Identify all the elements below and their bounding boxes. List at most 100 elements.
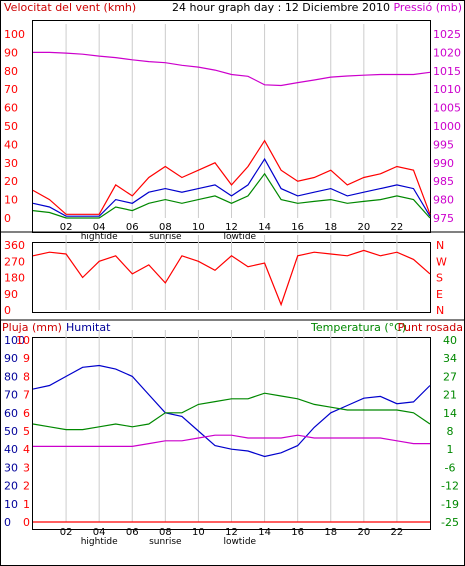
temperature-axis-label: Temperatura (°C) <box>310 321 406 334</box>
hour-tick-label: 04 <box>93 527 106 538</box>
hour-tick-label: 12 <box>225 222 238 233</box>
wind-speed-tick-label: 30 <box>4 157 18 170</box>
pressure-tick-label: 1025 <box>433 28 461 41</box>
humidity-tick-label: 40 <box>4 443 18 456</box>
pressure-tick-label: 1015 <box>433 65 461 78</box>
temperature-tick-label: 40 <box>443 334 457 347</box>
chart-title: 24 hour graph day : 12 Diciembre 2010 <box>172 1 390 14</box>
humidity-tick-label: 80 <box>4 370 18 383</box>
series-avg_speed <box>32 157 431 217</box>
compass-tick-label: E <box>436 288 443 301</box>
hour-tick-label: 02 <box>60 222 73 233</box>
pressure-tick-label: 1010 <box>433 83 461 96</box>
series-temperature <box>32 392 431 431</box>
temperature-tick-label: -19 <box>441 498 459 511</box>
compass-tick-label: W <box>436 255 447 268</box>
series-gust <box>32 139 431 215</box>
temperature-tick-label: 8 <box>447 425 454 438</box>
wind-speed-tick-label: 80 <box>4 65 18 78</box>
humidity-tick-label: 70 <box>4 389 18 402</box>
direction-tick-label: 360 <box>4 239 25 252</box>
rain-tick-label: 7 <box>23 389 30 402</box>
hour-tick-label: 04 <box>93 222 106 233</box>
humidity-tick-label: 60 <box>4 407 18 420</box>
pressure-axis-label: Pressió (mb) <box>393 1 462 14</box>
wind-speed-tick-label: 40 <box>4 138 18 151</box>
temperature-tick-label: 21 <box>443 389 457 402</box>
hour-tick-label: 08 <box>159 527 172 538</box>
temperature-tick-label: -6 <box>445 461 456 474</box>
humidity-tick-label: 10 <box>4 498 18 511</box>
hour-tick-label: 20 <box>357 527 370 538</box>
humidity-tick-label: 100 <box>4 334 25 347</box>
event-label: sunrise <box>149 232 182 242</box>
temperature-tick-label: -25 <box>441 516 459 529</box>
hour-tick-label: 22 <box>391 222 404 233</box>
wind-speed-tick-label: 0 <box>4 212 11 225</box>
pressure-tick-label: 995 <box>433 138 454 151</box>
pressure-tick-label: 1020 <box>433 46 461 59</box>
compass-tick-label: N <box>436 304 444 317</box>
direction-tick-label: 0 <box>4 304 11 317</box>
hour-tick-label: 12 <box>225 527 238 538</box>
event-label: lowtide <box>223 232 256 242</box>
hour-tick-label: 22 <box>391 527 404 538</box>
humidity-tick-label: 30 <box>4 461 18 474</box>
direction-tick-label: 270 <box>4 255 25 268</box>
wind-speed-axis-label: Velocitat del vent (kmh) <box>4 1 136 14</box>
event-label: hightide <box>81 537 118 547</box>
wind-speed-tick-label: 20 <box>4 175 18 188</box>
hour-tick-label: 16 <box>291 527 304 538</box>
hour-tick-label: 14 <box>258 527 271 538</box>
wind-speed-tick-label: 10 <box>4 194 18 207</box>
humidity-tick-label: 50 <box>4 425 18 438</box>
temperature-tick-label: 14 <box>443 407 457 420</box>
rain-tick-label: 4 <box>23 443 30 456</box>
hour-tick-label: 14 <box>258 222 271 233</box>
pressure-tick-label: 1000 <box>433 120 461 133</box>
hour-tick-label: 06 <box>126 527 139 538</box>
rain-tick-label: 0 <box>23 516 30 529</box>
temperature-tick-label: 27 <box>443 370 457 383</box>
humidity-tick-label: 0 <box>4 516 11 529</box>
wind-speed-tick-label: 60 <box>4 102 18 115</box>
pressure-tick-label: 990 <box>433 157 454 170</box>
compass-tick-label: N <box>436 239 444 252</box>
hour-tick-label: 08 <box>159 222 172 233</box>
series-min_speed <box>32 172 431 219</box>
hour-tick-label: 16 <box>291 222 304 233</box>
wind-speed-tick-label: 50 <box>4 120 18 133</box>
pressure-tick-label: 975 <box>433 212 454 225</box>
hour-tick-label: 18 <box>324 222 337 233</box>
pressure-tick-label: 1005 <box>433 102 461 115</box>
rain-tick-label: 3 <box>23 461 30 474</box>
humidity-tick-label: 20 <box>4 480 18 493</box>
direction-tick-label: 180 <box>4 272 25 285</box>
rain-axis-label: Pluja (mm) <box>2 321 62 334</box>
series-humidity <box>32 364 431 458</box>
hour-tick-label: 10 <box>192 527 205 538</box>
pressure-tick-label: 985 <box>433 175 454 188</box>
series-dew_point <box>33 434 430 447</box>
pressure-tick-label: 980 <box>433 194 454 207</box>
compass-tick-label: S <box>436 272 443 285</box>
hour-tick-label: 06 <box>126 222 139 233</box>
rain-tick-label: 2 <box>23 480 30 493</box>
rain-tick-label: 6 <box>23 407 30 420</box>
series-direction <box>32 249 431 307</box>
event-label: lowtide <box>223 537 256 547</box>
humidity-axis-label: Humitat <box>66 321 111 334</box>
rain-tick-label: 1 <box>23 498 30 511</box>
temperature-tick-label: -12 <box>441 480 459 493</box>
wind-speed-tick-label: 70 <box>4 83 18 96</box>
hour-tick-label: 18 <box>324 527 337 538</box>
series-pressure <box>33 51 431 87</box>
wind-speed-tick-label: 90 <box>4 46 18 59</box>
rain-tick-label: 5 <box>23 425 30 438</box>
hour-tick-label: 02 <box>60 527 73 538</box>
temperature-tick-label: 34 <box>443 352 457 365</box>
hour-tick-label: 20 <box>357 222 370 233</box>
rain-tick-label: 8 <box>23 370 30 383</box>
dew-point-axis-label: Punt rosada <box>398 321 463 334</box>
